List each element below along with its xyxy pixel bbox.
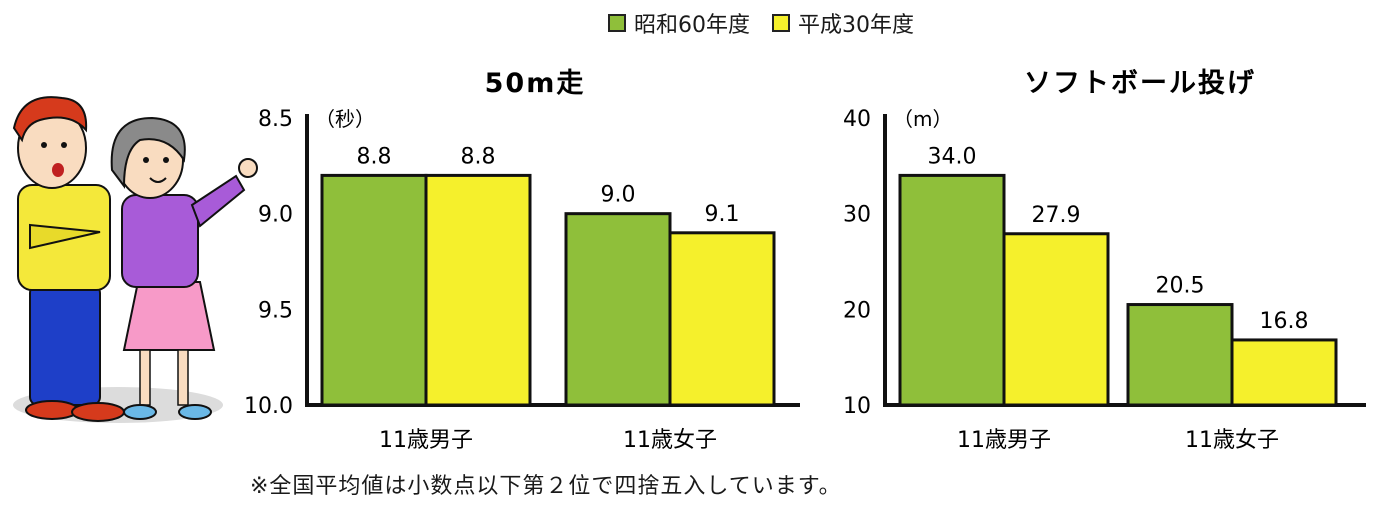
y-tick-label: 10.0	[244, 394, 293, 419]
girl-figure	[110, 116, 258, 420]
bar-heisei-1	[1002, 232, 1110, 407]
legend-swatch-yellow	[772, 14, 790, 32]
charts-layer: 50m走 （秒） 8.5 9.0 9.5 10.0 8.8 8.8 11歳男子 9.0 9.1 11歳…	[244, 68, 1366, 453]
legend-label-showa: 昭和60年度	[634, 13, 750, 38]
bar-showa-1	[320, 173, 428, 407]
chart-2: ソフトボール投げ （m） 40 30 20 10 34.0 27.9 11歳男子 20.5 16.8…	[843, 68, 1366, 453]
legend: 昭和60年度 平成30年度	[608, 8, 936, 38]
chart-title: 50m走	[485, 68, 586, 99]
y-tick-label: 9.5	[258, 298, 293, 323]
y-tick-label: 10	[843, 394, 871, 419]
legend-swatch-green	[608, 14, 626, 32]
category-label: 11歳男子	[957, 428, 1051, 453]
bar-heisei-2	[1230, 338, 1338, 407]
y-unit-label: （秒）	[315, 107, 375, 131]
bar-value-label: 9.0	[601, 183, 636, 208]
bar-value-label: 27.9	[1032, 203, 1081, 228]
y-tick-label: 8.5	[258, 107, 293, 132]
y-tick-label: 30	[843, 203, 871, 228]
bar-value-label: 9.1	[705, 202, 740, 227]
bar-showa-2	[564, 212, 672, 407]
legend-item-heisei: 平成30年度	[772, 7, 914, 39]
chart-title: ソフトボール投げ	[1024, 68, 1256, 99]
bar-value-label: 8.8	[461, 144, 496, 169]
category-label: 11歳女子	[623, 428, 717, 453]
y-tick-label: 20	[843, 298, 871, 323]
boy-figure	[12, 96, 125, 422]
y-tick-label: 9.0	[258, 203, 293, 228]
bar-value-label: 34.0	[928, 144, 977, 169]
bar-heisei-1	[424, 173, 532, 407]
bar-value-label: 8.8	[357, 144, 392, 169]
category-label: 11歳女子	[1185, 428, 1279, 453]
bar-showa-1	[898, 173, 1006, 407]
bar-heisei-2	[668, 231, 776, 407]
category-label: 11歳男子	[379, 428, 473, 453]
children-illustration	[12, 96, 258, 423]
y-tick-label: 40	[843, 107, 871, 132]
bar-showa-2	[1126, 303, 1234, 407]
bar-value-label: 20.5	[1156, 274, 1205, 299]
bar-value-label: 16.8	[1260, 309, 1309, 334]
footnote: ※全国平均値は小数点以下第２位で四捨五入しています。	[250, 474, 842, 499]
legend-item-showa: 昭和60年度	[608, 7, 750, 39]
legend-label-heisei: 平成30年度	[798, 13, 914, 38]
chart-1: 50m走 （秒） 8.5 9.0 9.5 10.0 8.8 8.8 11歳男子 9.0 9.1 11歳…	[244, 68, 800, 453]
y-unit-label: （m）	[893, 107, 952, 131]
